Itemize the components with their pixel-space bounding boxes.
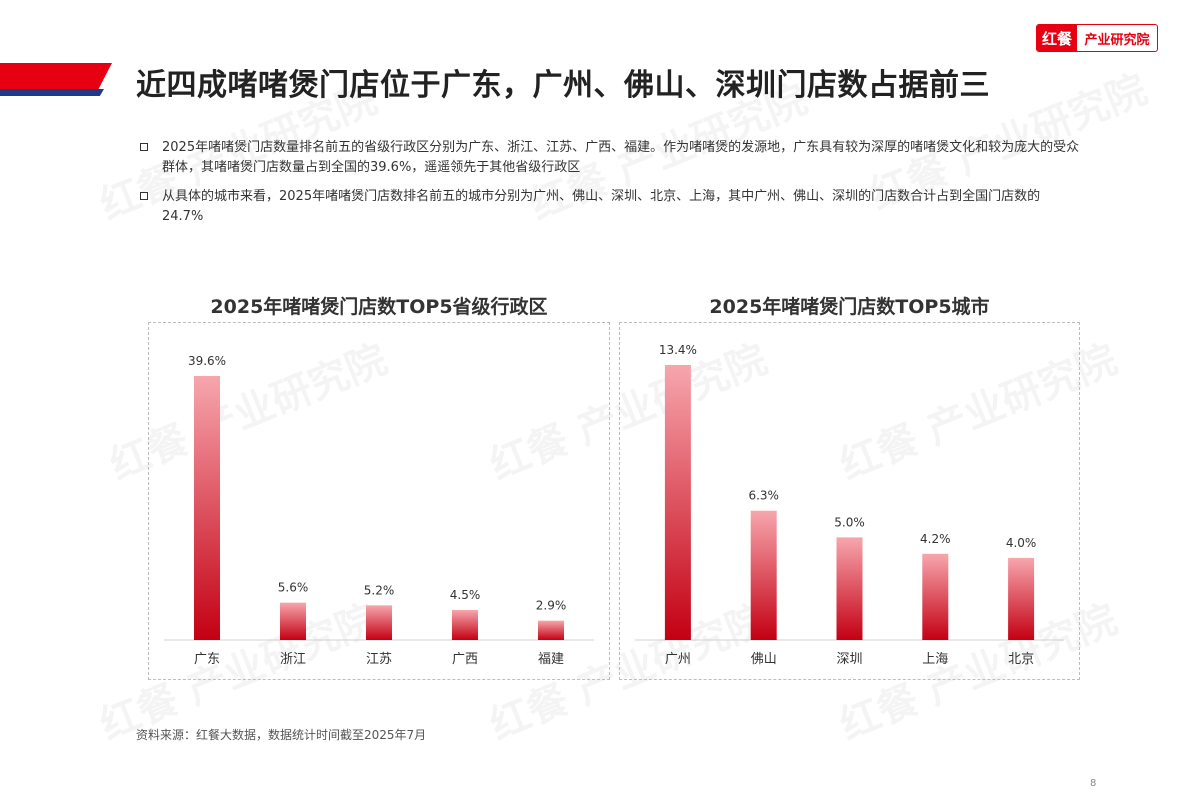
data-label: 4.0%	[1006, 536, 1037, 550]
bullet-text: 2025年啫啫煲门店数量排名前五的省级行政区分别为广东、浙江、江苏、广西、福建。…	[162, 140, 1080, 175]
bar	[452, 610, 478, 640]
chart-panel-city	[619, 322, 1080, 680]
bar	[750, 510, 777, 640]
bar	[836, 537, 863, 640]
source-note: 资料来源：红餐大数据，数据统计时间截至2025年7月	[136, 728, 427, 742]
page-number: 8	[1090, 778, 1097, 789]
bullet-item: 2025年啫啫煲门店数量排名前五的省级行政区分别为广东、浙江、江苏、广西、福建。…	[140, 138, 1080, 178]
x-tick-label: 广东	[194, 652, 220, 667]
data-label: 13.4%	[659, 343, 697, 357]
bar	[194, 376, 220, 640]
chart-panel-province	[148, 322, 610, 680]
chart-title-province: 2025年啫啫煲门店数TOP5省级行政区	[210, 296, 548, 318]
logo-text: 产业研究院	[1084, 32, 1150, 48]
x-tick-label: 上海	[922, 652, 948, 667]
x-tick-label: 浙江	[280, 652, 306, 667]
bullet-square-icon	[140, 192, 148, 200]
bullet-text: 从具体的城市来看，2025年啫啫煲门店数排名前五的城市分别为广州、佛山、深圳、北…	[162, 189, 1041, 224]
logo-brand: 红餐	[1037, 25, 1078, 51]
data-label: 5.6%	[278, 581, 309, 595]
bullet-list: 2025年啫啫煲门店数量排名前五的省级行政区分别为广东、浙江、江苏、广西、福建。…	[140, 138, 1080, 236]
bar	[1008, 557, 1035, 640]
bar	[366, 605, 392, 640]
data-label: 4.2%	[920, 532, 951, 546]
data-label: 39.6%	[188, 354, 226, 368]
title-accent-blue	[0, 89, 104, 96]
x-tick-label: 广西	[452, 652, 478, 667]
data-label: 4.5%	[450, 588, 481, 602]
x-tick-label: 北京	[1008, 652, 1034, 667]
title-accent-red	[0, 63, 112, 89]
bar	[922, 553, 949, 640]
data-label: 5.2%	[364, 583, 395, 597]
chart-title-city: 2025年啫啫煲门店数TOP5城市	[709, 296, 990, 318]
bullet-item: 从具体的城市来看，2025年啫啫煲门店数排名前五的城市分别为广州、佛山、深圳、北…	[140, 187, 1080, 227]
data-label: 2.9%	[536, 599, 567, 613]
x-tick-label: 佛山	[751, 652, 777, 667]
bar	[538, 620, 564, 640]
x-tick-label: 深圳	[836, 652, 862, 667]
x-tick-label: 福建	[538, 652, 564, 667]
page-title: 近四成啫啫煲门店位于广东，广州、佛山、深圳门店数占据前三	[136, 68, 990, 103]
data-label: 5.0%	[834, 515, 865, 529]
data-label: 6.3%	[748, 489, 779, 503]
bar	[280, 602, 306, 640]
logo: 红餐 产业研究院	[1036, 24, 1158, 52]
bar	[664, 365, 691, 640]
x-tick-label: 广州	[665, 652, 691, 667]
bullet-square-icon	[140, 143, 148, 151]
x-tick-label: 江苏	[366, 651, 392, 667]
